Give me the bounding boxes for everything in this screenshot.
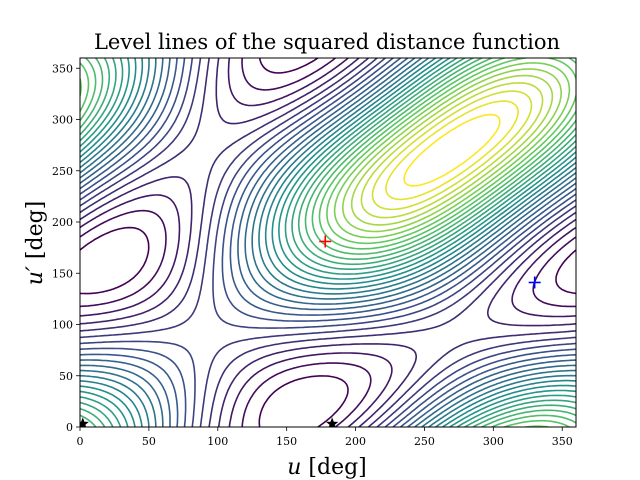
x-axis-label: u [deg] bbox=[287, 455, 367, 480]
contour-level-line bbox=[360, 82, 544, 219]
contour-level-line bbox=[80, 58, 576, 427]
contour-level-line bbox=[80, 58, 576, 427]
contour-level-line bbox=[80, 58, 576, 427]
x-tick-label: 350 bbox=[552, 435, 573, 448]
y-tick-label: 100 bbox=[52, 319, 73, 332]
contour-level-line bbox=[80, 58, 576, 427]
contour-level-line bbox=[80, 58, 576, 427]
plus-marker bbox=[319, 235, 332, 248]
contour-level-line bbox=[80, 58, 576, 427]
y-tick-label: 50 bbox=[59, 370, 73, 383]
contour-level-line bbox=[80, 58, 576, 427]
x-axis-variable: u bbox=[287, 455, 301, 480]
contour-level-line bbox=[80, 58, 576, 427]
contour-level-line bbox=[371, 90, 533, 211]
x-tick-label: 100 bbox=[207, 435, 228, 448]
plot-frame bbox=[79, 57, 577, 428]
y-tick-label: 200 bbox=[52, 216, 73, 229]
contour-level-line bbox=[342, 68, 562, 233]
marker-layer bbox=[80, 235, 541, 427]
contour-level-line bbox=[80, 58, 576, 427]
x-tick-label: 150 bbox=[276, 435, 297, 448]
x-tick-label: 300 bbox=[483, 435, 504, 448]
contour-level-line bbox=[80, 58, 576, 427]
contour-level-line bbox=[80, 58, 576, 427]
y-tick-label: 300 bbox=[52, 114, 73, 127]
contour-level-line bbox=[80, 58, 576, 427]
x-tick-label: 250 bbox=[414, 435, 435, 448]
y-tick-label: 0 bbox=[66, 421, 73, 434]
y-axis-unit: [deg] bbox=[23, 201, 48, 259]
contour-level-line bbox=[80, 58, 576, 427]
y-axis-ticks: 0 50 100 150 200 250 300 350 bbox=[52, 62, 80, 434]
contour-level-line bbox=[80, 58, 576, 427]
contour-level-line bbox=[80, 58, 576, 427]
x-tick-label: 200 bbox=[345, 435, 366, 448]
x-axis-unit: [deg] bbox=[308, 455, 366, 480]
contour-lines bbox=[80, 58, 576, 427]
plus-marker bbox=[528, 276, 541, 289]
x-axis-ticks: 0 50 100 150 200 250 300 350 bbox=[77, 427, 573, 448]
contour-level-line bbox=[80, 58, 576, 427]
contour-level-line bbox=[403, 113, 501, 187]
contour-level-line bbox=[385, 100, 519, 201]
x-tick-label: 50 bbox=[142, 435, 156, 448]
chart-title: Level lines of the squared distance func… bbox=[94, 30, 560, 54]
star-marker bbox=[326, 417, 339, 427]
contour-level-line bbox=[80, 58, 576, 427]
y-tick-label: 150 bbox=[52, 267, 73, 280]
contour-level-line bbox=[80, 58, 576, 427]
star-marker bbox=[80, 417, 89, 427]
x-tick-label: 0 bbox=[77, 435, 84, 448]
contour-level-line bbox=[350, 74, 554, 226]
y-tick-label: 350 bbox=[52, 62, 73, 75]
y-axis-label: u′ [deg] bbox=[23, 201, 48, 286]
contour-level-line bbox=[80, 58, 576, 427]
contour-level-line bbox=[333, 62, 571, 239]
y-tick-label: 250 bbox=[52, 165, 73, 178]
y-axis-variable: u′ bbox=[23, 266, 48, 285]
contour-level-line bbox=[80, 58, 576, 427]
